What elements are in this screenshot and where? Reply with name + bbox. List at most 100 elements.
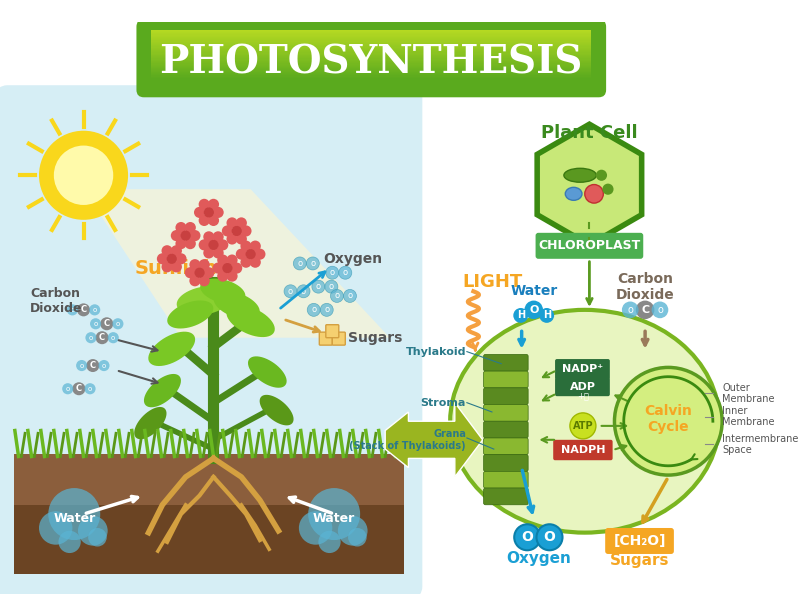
Circle shape: [338, 266, 352, 279]
Bar: [151, 32, 591, 33]
Circle shape: [330, 290, 343, 302]
Circle shape: [170, 245, 182, 256]
Text: LIGHT: LIGHT: [462, 273, 522, 291]
Circle shape: [198, 275, 210, 286]
Circle shape: [320, 303, 334, 317]
Text: O: O: [543, 530, 555, 545]
Text: o: o: [316, 282, 321, 291]
FancyBboxPatch shape: [555, 378, 610, 396]
Circle shape: [166, 254, 177, 264]
Circle shape: [636, 301, 654, 319]
Polygon shape: [134, 407, 166, 439]
Circle shape: [198, 199, 210, 210]
Circle shape: [170, 230, 182, 241]
Text: o: o: [330, 268, 335, 277]
Polygon shape: [214, 291, 260, 319]
Circle shape: [181, 230, 190, 241]
Circle shape: [246, 249, 256, 259]
Bar: [151, 30, 591, 31]
Text: o: o: [329, 282, 334, 291]
Text: o: o: [298, 259, 302, 268]
Circle shape: [76, 360, 87, 371]
FancyBboxPatch shape: [326, 325, 338, 338]
Bar: [151, 55, 591, 56]
Circle shape: [77, 303, 90, 317]
Circle shape: [112, 318, 123, 330]
Text: Carbon
Dioxide: Carbon Dioxide: [616, 272, 674, 302]
Circle shape: [96, 331, 109, 344]
Circle shape: [596, 169, 607, 181]
Text: o: o: [102, 363, 106, 368]
Text: CHLOROPLAST: CHLOROPLAST: [538, 239, 641, 253]
Circle shape: [250, 257, 261, 268]
Circle shape: [62, 383, 74, 394]
Circle shape: [108, 332, 119, 343]
Circle shape: [78, 516, 108, 546]
Circle shape: [308, 488, 360, 540]
Circle shape: [294, 257, 306, 270]
FancyBboxPatch shape: [483, 471, 528, 488]
Text: Carbon
Dioxide: Carbon Dioxide: [30, 286, 82, 315]
Bar: [151, 71, 591, 72]
Circle shape: [203, 267, 214, 278]
Circle shape: [190, 275, 201, 286]
Circle shape: [218, 239, 228, 251]
Circle shape: [86, 332, 97, 343]
Circle shape: [539, 308, 554, 323]
FancyBboxPatch shape: [483, 438, 528, 455]
Bar: [151, 57, 591, 59]
Bar: [151, 49, 591, 50]
Circle shape: [39, 511, 73, 545]
Circle shape: [203, 231, 214, 243]
Bar: [151, 56, 591, 57]
Text: Inner
Membrane: Inner Membrane: [722, 406, 774, 428]
FancyBboxPatch shape: [483, 405, 528, 421]
Circle shape: [100, 317, 114, 330]
Bar: [151, 51, 591, 52]
Circle shape: [338, 516, 367, 546]
Circle shape: [525, 301, 543, 319]
FancyBboxPatch shape: [555, 359, 610, 379]
Bar: [151, 63, 591, 65]
Circle shape: [226, 233, 238, 245]
Circle shape: [514, 524, 540, 550]
Bar: [151, 31, 591, 32]
Circle shape: [226, 270, 238, 282]
Text: [CH₂O]: [CH₂O]: [614, 534, 666, 548]
Text: Plant Cell: Plant Cell: [541, 124, 638, 142]
Text: Stroma: Stroma: [421, 398, 466, 408]
Circle shape: [284, 285, 297, 298]
Bar: [151, 70, 591, 71]
Circle shape: [241, 225, 251, 237]
Text: C: C: [99, 333, 105, 342]
FancyBboxPatch shape: [483, 488, 528, 505]
FancyBboxPatch shape: [0, 85, 422, 598]
Polygon shape: [260, 395, 294, 426]
Polygon shape: [177, 286, 232, 315]
Text: C: C: [104, 319, 110, 328]
Circle shape: [614, 367, 722, 475]
Circle shape: [218, 254, 228, 265]
FancyBboxPatch shape: [483, 421, 528, 438]
FancyBboxPatch shape: [483, 388, 528, 405]
Circle shape: [39, 131, 128, 220]
Text: +ⓟ: +ⓟ: [577, 392, 589, 400]
Text: o: o: [70, 307, 74, 313]
Circle shape: [297, 285, 310, 298]
Circle shape: [162, 261, 173, 272]
Circle shape: [162, 245, 173, 256]
Circle shape: [208, 215, 219, 226]
Circle shape: [318, 531, 341, 553]
Circle shape: [190, 259, 201, 270]
Polygon shape: [226, 305, 274, 337]
Circle shape: [222, 263, 233, 273]
Circle shape: [348, 528, 366, 546]
Ellipse shape: [564, 168, 596, 182]
Text: Intermembrane
Space: Intermembrane Space: [722, 434, 798, 455]
Circle shape: [218, 270, 228, 282]
Text: NADPH: NADPH: [561, 445, 605, 455]
Circle shape: [226, 217, 238, 229]
Circle shape: [198, 259, 210, 270]
Circle shape: [90, 318, 101, 330]
Bar: [151, 60, 591, 61]
